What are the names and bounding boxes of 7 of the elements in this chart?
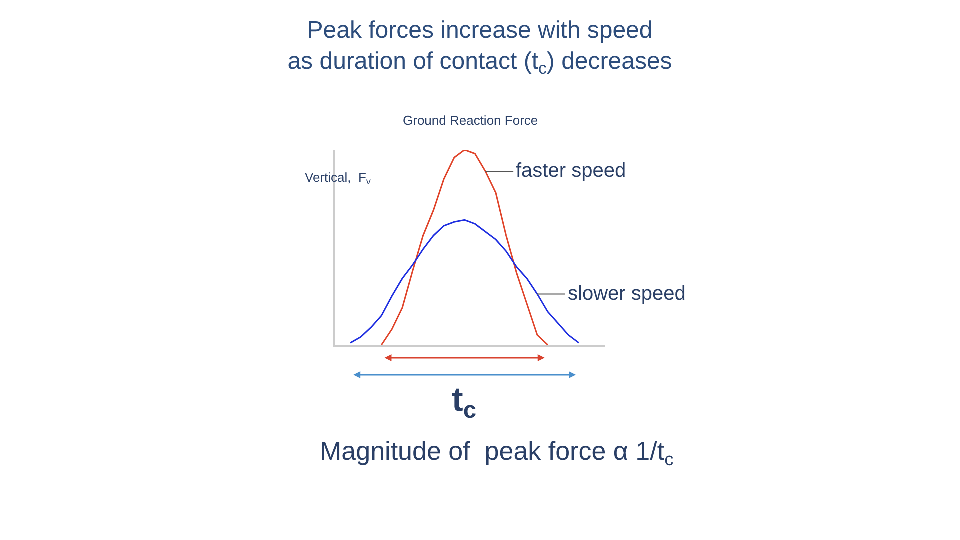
- chart-subtitle: Ground Reaction Force: [403, 113, 538, 128]
- text: t$_{c}$: [452, 381, 477, 424]
- text: Magnitude of peak force α 1/t$_{c}$: [320, 436, 674, 470]
- series-label: faster speed: [516, 160, 626, 182]
- chart-title: Peak forces increase with speed as duration of contact (t$_{c}$) decreases: [288, 16, 672, 78]
- y-axis-title: Vertical, F$_{v}$: [305, 170, 372, 187]
- series-label: slower speed: [568, 283, 686, 305]
